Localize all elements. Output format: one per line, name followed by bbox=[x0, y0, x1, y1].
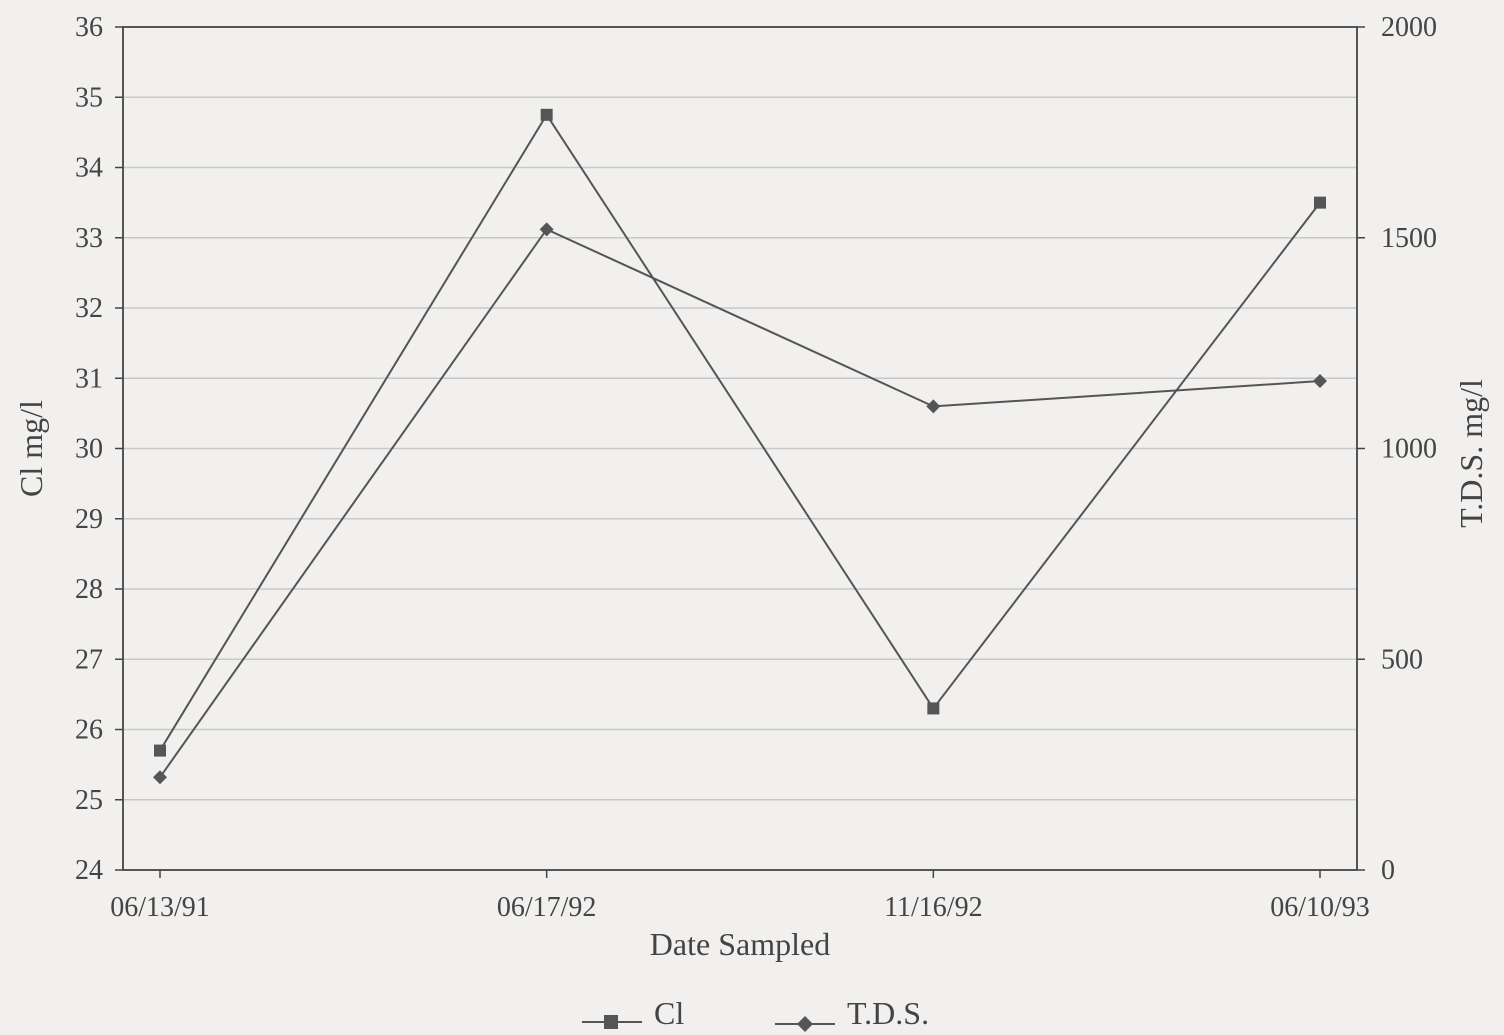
left-tick-label: 33 bbox=[75, 223, 103, 254]
series-layer bbox=[153, 108, 1327, 785]
gridlines bbox=[123, 96, 1357, 801]
series-line-tds bbox=[159, 228, 1321, 778]
left-tick-label: 28 bbox=[75, 574, 103, 605]
legend-item-cl: Cl bbox=[582, 995, 684, 1031]
left-tick-label: 32 bbox=[75, 293, 103, 324]
left-tick-label: 27 bbox=[75, 644, 103, 675]
legend-label-cl: Cl bbox=[654, 995, 684, 1031]
left-tick-label: 29 bbox=[75, 504, 103, 535]
left-tick-label: 24 bbox=[75, 855, 103, 886]
cl-data-point bbox=[927, 702, 940, 715]
left-tick-label: 25 bbox=[75, 785, 103, 816]
cl-data-point bbox=[154, 744, 166, 757]
left-tick-label: 35 bbox=[75, 82, 103, 113]
tds-data-point bbox=[1313, 374, 1327, 389]
right-tick-label: 2000 bbox=[1381, 12, 1437, 43]
series-line-cl bbox=[159, 112, 1321, 752]
y2-axis-title: T.D.S. mg/l bbox=[1453, 379, 1489, 528]
cl-data-point bbox=[1314, 196, 1326, 209]
x-tick-label: 11/16/92 bbox=[884, 892, 983, 923]
legend-item-tds: T.D.S. bbox=[775, 995, 929, 1032]
left-tick-label: 36 bbox=[75, 12, 103, 43]
tds-data-point bbox=[539, 222, 554, 237]
legend-diamond-marker bbox=[797, 1016, 813, 1032]
tds-data-point bbox=[153, 770, 167, 785]
left-tick-label: 31 bbox=[75, 363, 103, 394]
right-tick-label: 1500 bbox=[1381, 223, 1437, 254]
right-tick-label: 0 bbox=[1381, 855, 1395, 886]
right-axis-ticks: 0 500 1000 1500 2000 bbox=[1357, 12, 1437, 886]
left-tick-label: 34 bbox=[75, 153, 103, 184]
legend-label-tds: T.D.S. bbox=[847, 995, 929, 1031]
cl-data-point bbox=[540, 108, 553, 121]
left-tick-label: 26 bbox=[75, 715, 103, 746]
legend-square-marker bbox=[604, 1015, 618, 1029]
x-tick-label: 06/17/92 bbox=[497, 892, 597, 923]
left-axis-ticks: 24 25 26 27 28 29 30 31 32 33 34 35 36 bbox=[75, 12, 123, 886]
tds-data-point bbox=[926, 399, 941, 414]
x-axis-ticks: 06/13/91 06/17/92 11/16/92 06/10/93 bbox=[110, 870, 1370, 923]
left-tick-label: 30 bbox=[75, 434, 103, 465]
legend: Cl T.D.S. bbox=[582, 995, 929, 1032]
x-tick-label: 06/10/93 bbox=[1270, 892, 1370, 923]
y-axis-title: Cl mg/l bbox=[13, 400, 49, 497]
x-axis-title: Date Sampled bbox=[650, 926, 830, 962]
x-tick-label: 06/13/91 bbox=[110, 892, 210, 923]
right-tick-label: 1000 bbox=[1381, 434, 1437, 465]
right-tick-label: 500 bbox=[1381, 644, 1423, 675]
